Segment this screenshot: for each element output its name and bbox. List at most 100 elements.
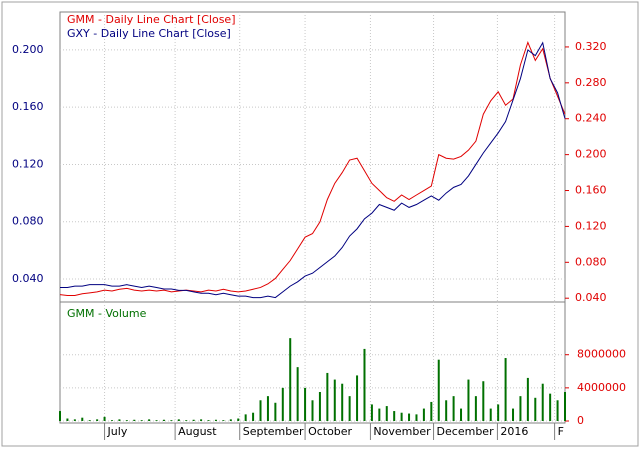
x-tick-label: 2016 <box>500 425 528 438</box>
volume-bar <box>118 419 121 421</box>
volume-bar <box>460 408 463 421</box>
y2-tick-label: 0.320 <box>575 40 607 53</box>
volume-bar <box>489 408 492 421</box>
volume-bar <box>467 379 470 421</box>
volume-bar <box>385 406 388 421</box>
volume-bar <box>177 419 180 421</box>
volume-bar <box>341 383 344 421</box>
volume-bar <box>185 420 188 421</box>
y2-tick-label: 0.160 <box>575 184 607 197</box>
volume-bar <box>96 419 99 421</box>
volume-bar <box>311 400 314 421</box>
volume-bar <box>266 396 269 421</box>
volume-bar <box>393 411 396 421</box>
volume-bar <box>318 392 321 421</box>
y-tick-label: 0 <box>577 414 584 427</box>
volume-bar <box>415 414 418 421</box>
volume-bar <box>437 359 440 421</box>
volume-bar <box>512 408 515 421</box>
x-tick-label: September <box>243 425 304 438</box>
x-tick-label: F <box>558 425 564 438</box>
volume-bar <box>541 383 544 421</box>
volume-bar <box>88 420 91 421</box>
volume-bar <box>192 419 195 421</box>
volume-bar <box>549 393 552 421</box>
volume-bar <box>296 367 299 421</box>
volume-bar <box>400 412 403 421</box>
volume-bar <box>259 400 262 421</box>
legend-entry: GMM - Volume <box>67 307 147 320</box>
y2-tick-label: 0.040 <box>575 291 607 304</box>
volume-bar <box>148 419 151 421</box>
volume-bar <box>452 396 455 421</box>
x-tick-label: December <box>437 425 495 438</box>
volume-bar <box>103 416 106 421</box>
volume-bar <box>504 358 507 421</box>
volume-bar <box>326 372 329 421</box>
x-tick-label: October <box>308 425 352 438</box>
volume-bar <box>162 419 165 421</box>
price-line <box>60 41 566 299</box>
volume-bar <box>363 348 366 421</box>
y2-tick-label: 0.280 <box>575 76 607 89</box>
volume-bar <box>244 414 247 421</box>
volume-bar <box>214 419 217 421</box>
volume-bar <box>333 379 336 421</box>
volume-bar <box>482 381 485 421</box>
price-line <box>59 41 566 297</box>
y2-tick-label: 0.080 <box>575 255 607 268</box>
volume-bar <box>200 419 203 421</box>
volume-bar <box>281 387 284 421</box>
volume-bar <box>445 400 448 421</box>
volume-bar <box>474 396 477 421</box>
volume-bar <box>125 420 128 421</box>
volume-bar <box>140 420 143 421</box>
volume-bar <box>207 420 210 421</box>
volume-bar <box>556 400 559 421</box>
volume-bar <box>564 392 566 421</box>
legend-entry: GXY - Daily Line Chart [Close] <box>67 27 231 40</box>
legend-entry: GMM - Daily Line Chart [Close] <box>67 13 236 26</box>
y2-tick-label: 0.240 <box>575 112 607 125</box>
y-tick-label: 0.200 <box>12 43 44 56</box>
volume-bar <box>378 408 381 421</box>
y2-tick-label: 0.200 <box>575 148 607 161</box>
y-tick-label: 0.160 <box>12 100 44 113</box>
volume-panel <box>59 301 566 424</box>
volume-bar <box>348 396 351 421</box>
volume-bar <box>59 411 61 421</box>
y-tick-label: 0.120 <box>12 157 44 170</box>
y-tick-label: 0.040 <box>12 272 44 285</box>
volume-bar <box>497 404 500 421</box>
volume-bar <box>422 408 425 421</box>
volume-bar <box>155 420 158 421</box>
volume-bar <box>289 338 292 421</box>
volume-bar <box>73 419 76 421</box>
x-tick-label: August <box>178 425 217 438</box>
volume-bar <box>110 420 113 421</box>
volume-bar <box>170 420 173 421</box>
x-tick-label: November <box>373 425 431 438</box>
volume-bar <box>430 401 433 421</box>
y2-tick-label: 0.120 <box>575 219 607 232</box>
volume-bar <box>66 418 69 421</box>
volume-bar <box>274 402 277 421</box>
volume-bar <box>222 420 225 421</box>
volume-bar <box>519 396 522 421</box>
volume-bar <box>526 377 529 421</box>
x-tick-label: July <box>107 425 128 438</box>
volume-bar <box>370 404 373 421</box>
volume-bar <box>408 413 411 421</box>
volume-bar <box>534 397 537 421</box>
volume-bar <box>81 417 84 421</box>
volume-bar <box>237 418 240 421</box>
y-tick-label: 0.080 <box>12 215 44 228</box>
volume-bar <box>229 419 232 421</box>
y-tick-label: 4000000 <box>577 381 626 394</box>
volume-bar <box>252 412 255 421</box>
volume-bar <box>304 387 307 421</box>
y-tick-label: 8000000 <box>577 348 626 361</box>
volume-bar <box>133 419 136 421</box>
